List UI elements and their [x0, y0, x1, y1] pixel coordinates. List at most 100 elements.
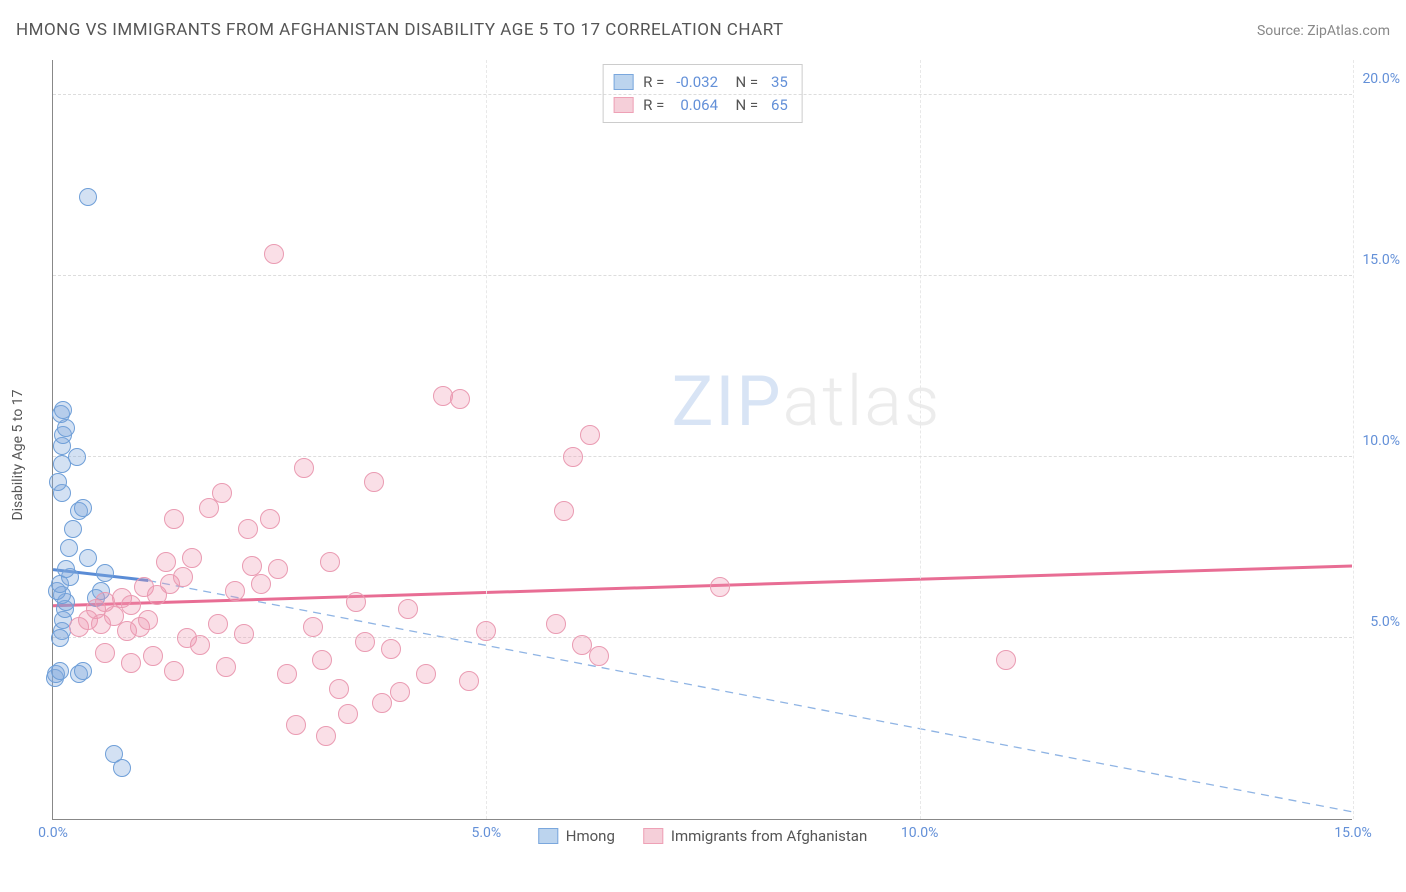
data-point-hmong — [64, 520, 82, 538]
data-point-afghan — [355, 632, 375, 652]
swatch-hmong — [613, 74, 633, 90]
data-point-hmong — [68, 448, 86, 466]
trendline-hmong-proj — [148, 580, 1352, 811]
data-point-hmong — [79, 188, 97, 206]
y-gridline — [53, 275, 1352, 276]
watermark-atlas: atlas — [783, 361, 942, 443]
data-point-afghan — [563, 447, 583, 467]
data-point-hmong — [49, 473, 67, 491]
watermark-zip: ZIP — [671, 361, 782, 443]
watermark: ZIPatlas — [671, 361, 941, 443]
data-point-hmong — [96, 564, 114, 582]
data-point-hmong — [54, 401, 72, 419]
legend-item: Immigrants from Afghanistan — [643, 827, 867, 845]
data-point-afghan — [372, 693, 392, 713]
x-gridline — [920, 60, 921, 819]
y-tick-label: 5.0% — [1370, 614, 1400, 630]
data-point-afghan — [710, 577, 730, 597]
data-point-afghan — [156, 552, 176, 572]
data-point-afghan — [190, 635, 210, 655]
data-point-afghan — [316, 726, 336, 746]
data-point-afghan — [459, 671, 479, 691]
x-gridline — [486, 60, 487, 819]
data-point-afghan — [329, 679, 349, 699]
data-point-hmong — [74, 499, 92, 517]
data-point-afghan — [268, 559, 288, 579]
data-point-afghan — [546, 614, 566, 634]
r-value-hmong: -0.032 — [668, 71, 718, 94]
data-point-afghan — [182, 548, 202, 568]
y-gridline — [53, 456, 1352, 457]
data-point-afghan — [286, 715, 306, 735]
data-point-afghan — [216, 657, 236, 677]
data-point-afghan — [121, 595, 141, 615]
x-tick-label: 5.0% — [471, 825, 501, 841]
data-point-afghan — [251, 574, 271, 594]
r-value-afghan: 0.064 — [668, 94, 718, 117]
plot-container: Disability Age 5 to 17 ZIPatlas R = -0.0… — [40, 60, 1390, 850]
data-point-afghan — [164, 509, 184, 529]
y-tick-label: 10.0% — [1362, 433, 1400, 449]
source-attribution: Source: ZipAtlas.com — [1257, 23, 1390, 39]
data-point-afghan — [346, 592, 366, 612]
data-point-afghan — [277, 664, 297, 684]
data-point-afghan — [143, 646, 163, 666]
trend-lines — [53, 60, 1352, 819]
y-tick-label: 15.0% — [1362, 252, 1400, 268]
data-point-afghan — [398, 599, 418, 619]
data-point-afghan — [381, 639, 401, 659]
legend-label: Hmong — [566, 827, 615, 845]
data-point-afghan — [242, 556, 262, 576]
data-point-hmong — [113, 759, 131, 777]
y-tick-label: 20.0% — [1362, 71, 1400, 87]
data-point-afghan — [580, 425, 600, 445]
n-value-hmong: 35 — [762, 71, 788, 94]
n-value-afghan: 65 — [762, 94, 788, 117]
data-point-afghan — [476, 621, 496, 641]
data-point-hmong — [51, 662, 69, 680]
data-point-afghan — [234, 624, 254, 644]
stats-row-afghan: R = 0.064 N = 65 — [613, 94, 788, 117]
data-point-afghan — [264, 244, 284, 264]
x-tick-label: 10.0% — [901, 825, 939, 841]
data-point-afghan — [212, 483, 232, 503]
x-tick-label: 15.0% — [1334, 825, 1372, 841]
data-point-afghan — [416, 664, 436, 684]
data-point-hmong — [74, 662, 92, 680]
data-point-afghan — [138, 610, 158, 630]
swatch-afghan — [613, 97, 633, 113]
data-point-afghan — [294, 458, 314, 478]
x-gridline — [1353, 60, 1354, 819]
data-point-afghan — [364, 472, 384, 492]
data-point-afghan — [554, 501, 574, 521]
x-tick-label: 0.0% — [38, 825, 68, 841]
data-point-hmong — [60, 539, 78, 557]
data-point-afghan — [173, 567, 193, 587]
y-gridline — [53, 94, 1352, 95]
data-point-afghan — [164, 661, 184, 681]
data-point-hmong — [51, 629, 69, 647]
legend-swatch — [538, 828, 558, 844]
data-point-hmong — [79, 549, 97, 567]
data-point-afghan — [208, 614, 228, 634]
legend-item: Hmong — [538, 827, 615, 845]
data-point-afghan — [996, 650, 1016, 670]
data-point-afghan — [338, 704, 358, 724]
data-point-afghan — [121, 653, 141, 673]
plot-area: ZIPatlas R = -0.032 N = 35 R = 0.064 N =… — [52, 60, 1352, 820]
y-axis-label: Disability Age 5 to 17 — [10, 389, 26, 520]
data-point-afghan — [312, 650, 332, 670]
data-point-afghan — [589, 646, 609, 666]
data-point-afghan — [225, 581, 245, 601]
chart-title: HMONG VS IMMIGRANTS FROM AFGHANISTAN DIS… — [16, 20, 784, 40]
series-legend: Hmong Immigrants from Afghanistan — [538, 827, 867, 845]
data-point-hmong — [57, 560, 75, 578]
data-point-afghan — [320, 552, 340, 572]
data-point-afghan — [95, 643, 115, 663]
legend-swatch — [643, 828, 663, 844]
data-point-afghan — [303, 617, 323, 637]
data-point-afghan — [238, 519, 258, 539]
data-point-afghan — [450, 389, 470, 409]
data-point-afghan — [390, 682, 410, 702]
stats-row-hmong: R = -0.032 N = 35 — [613, 71, 788, 94]
